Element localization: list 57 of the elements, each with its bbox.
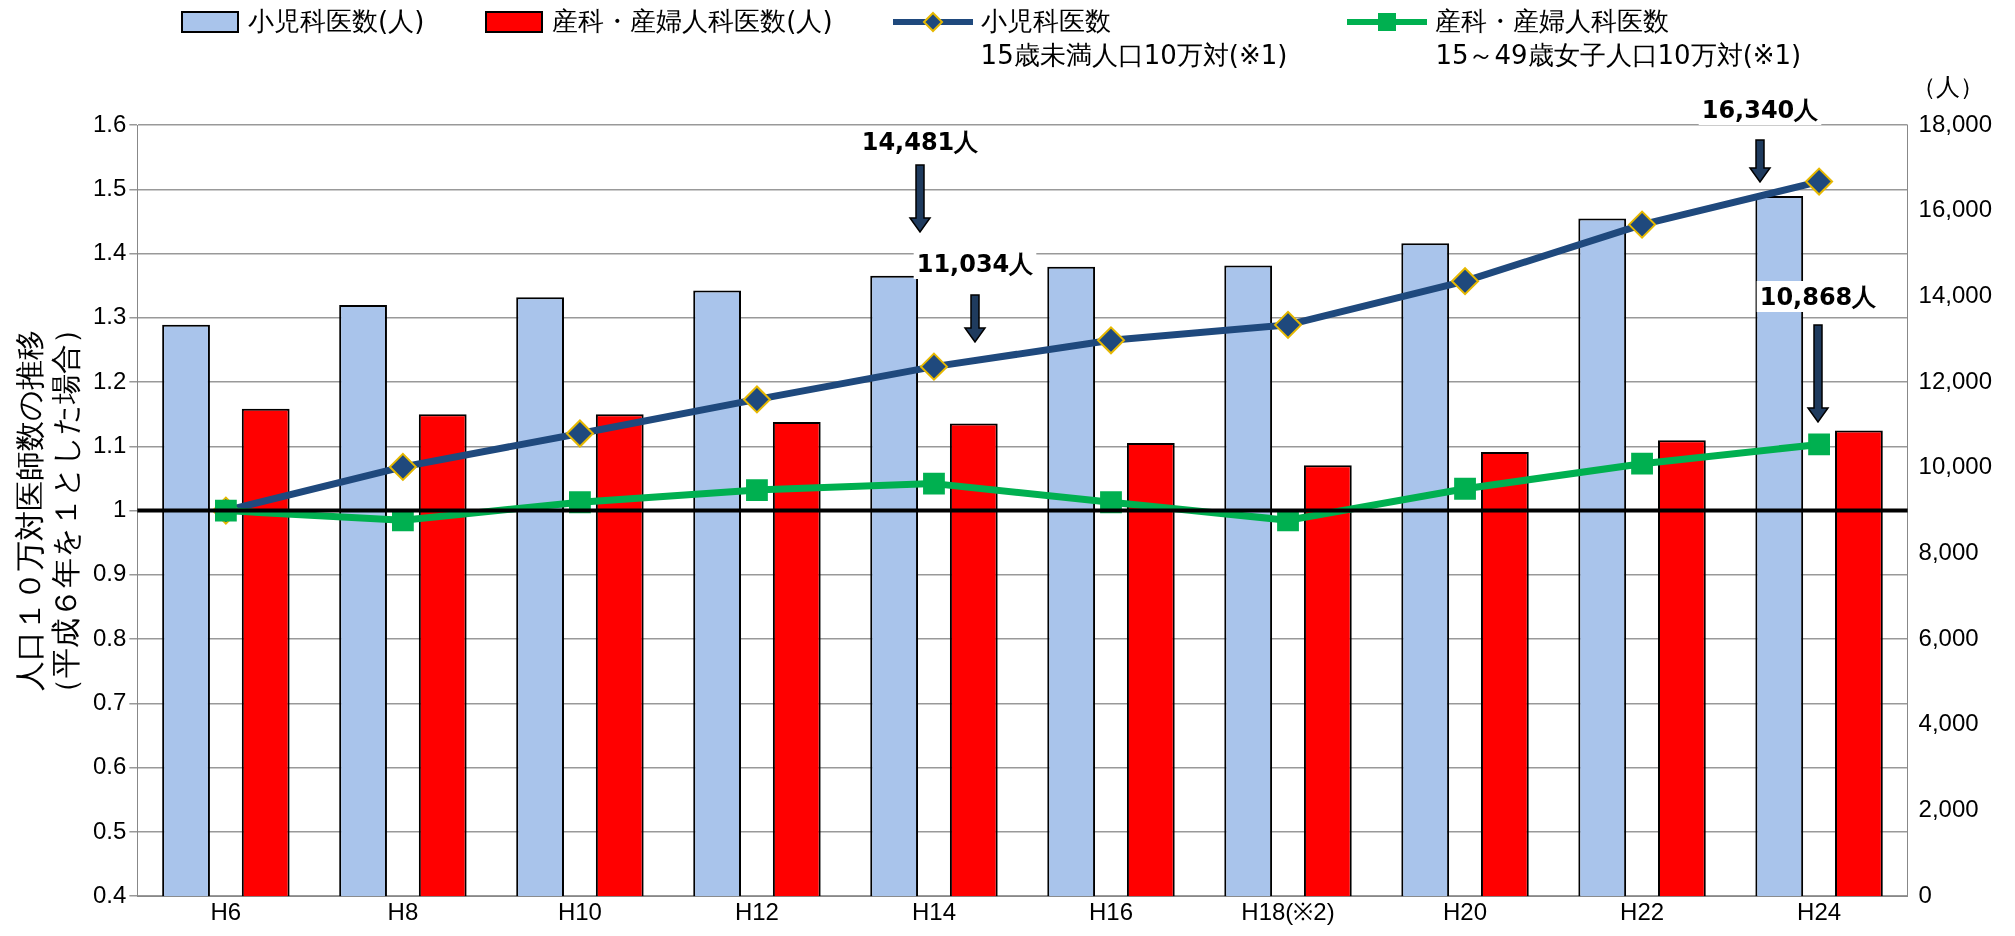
y2-tick-label: 12,000 [1918,366,1992,394]
y-tick-label: 1.6 [92,109,127,137]
point [1805,167,1834,196]
x-tick-label: H6 [210,898,242,926]
y2-tick-label: 4,000 [1918,709,1979,737]
legend-label: 小児科医数 15歳未満人口10万対(※1) [980,5,1288,72]
y-axis-title: 人口１０万対医師数の推移（平成６年を１とした場合） [13,313,83,708]
y-tick-label: 0.7 [92,688,127,716]
x-tick-label: H10 [557,898,602,926]
point [1628,210,1657,239]
point [742,385,771,414]
point [923,472,945,495]
y-tick-label: 1.2 [92,366,127,394]
x-tick-label: H8 [387,898,419,926]
x-tick-label: H12 [734,898,779,926]
y2-tick-label: 14,000 [1918,281,1992,308]
point [1096,326,1125,355]
annotation: 10,868人 [1759,283,1878,311]
y-tick-label: 1 [113,495,127,523]
y-tick-label: 0.5 [92,816,127,844]
y2-tick-label: 2,000 [1918,795,1979,823]
x-tick-label: H20 [1443,898,1488,926]
y2-tick-label: 8,000 [1918,538,1979,566]
point [1808,433,1830,456]
y2-tick-label: 10,000 [1918,452,1992,480]
point [746,479,768,501]
point [388,452,417,481]
point [1451,267,1480,296]
y-tick-label: 0.9 [92,559,127,587]
y-tick-label: 0.4 [92,880,127,908]
x-tick-label: H22 [1620,898,1665,926]
y-tick-label: 1.5 [92,173,127,201]
y-tick-label: 1.1 [92,430,127,458]
y-tick-label: 1.3 [92,302,127,330]
point [1454,477,1476,500]
y2-axis-title: （人） [1911,73,1984,101]
point [1274,310,1303,339]
legend-label: 小児科医数(人) [248,5,425,38]
y2-tick-label: 0 [1918,880,1932,908]
annotation: 11,034人 [916,250,1035,278]
y2-tick-label: 16,000 [1918,195,1992,223]
y-tick-label: 0.6 [92,752,127,780]
annotation: 14,481人 [861,128,980,156]
x-tick-label: H16 [1088,898,1134,926]
point [919,352,948,381]
legend-label: 産科・産婦人科医数 15～49歳女子人口10万対(※1) [1435,5,1802,72]
y-tick-label: 1.4 [92,238,127,266]
text: 16,340人 [1701,96,1820,124]
point [1631,452,1653,475]
y2-tick-label: 18,000 [1918,109,1992,137]
point [565,419,594,448]
y2-tick-label: 6,000 [1918,623,1979,651]
x-tick-label: H24 [1797,898,1842,926]
x-tick-label: H18(※2) [1241,898,1335,926]
x-tick-label: H14 [911,898,956,926]
legend-label: 産科・産婦人科医数(人) [552,5,833,38]
y-tick-label: 0.8 [92,623,127,651]
